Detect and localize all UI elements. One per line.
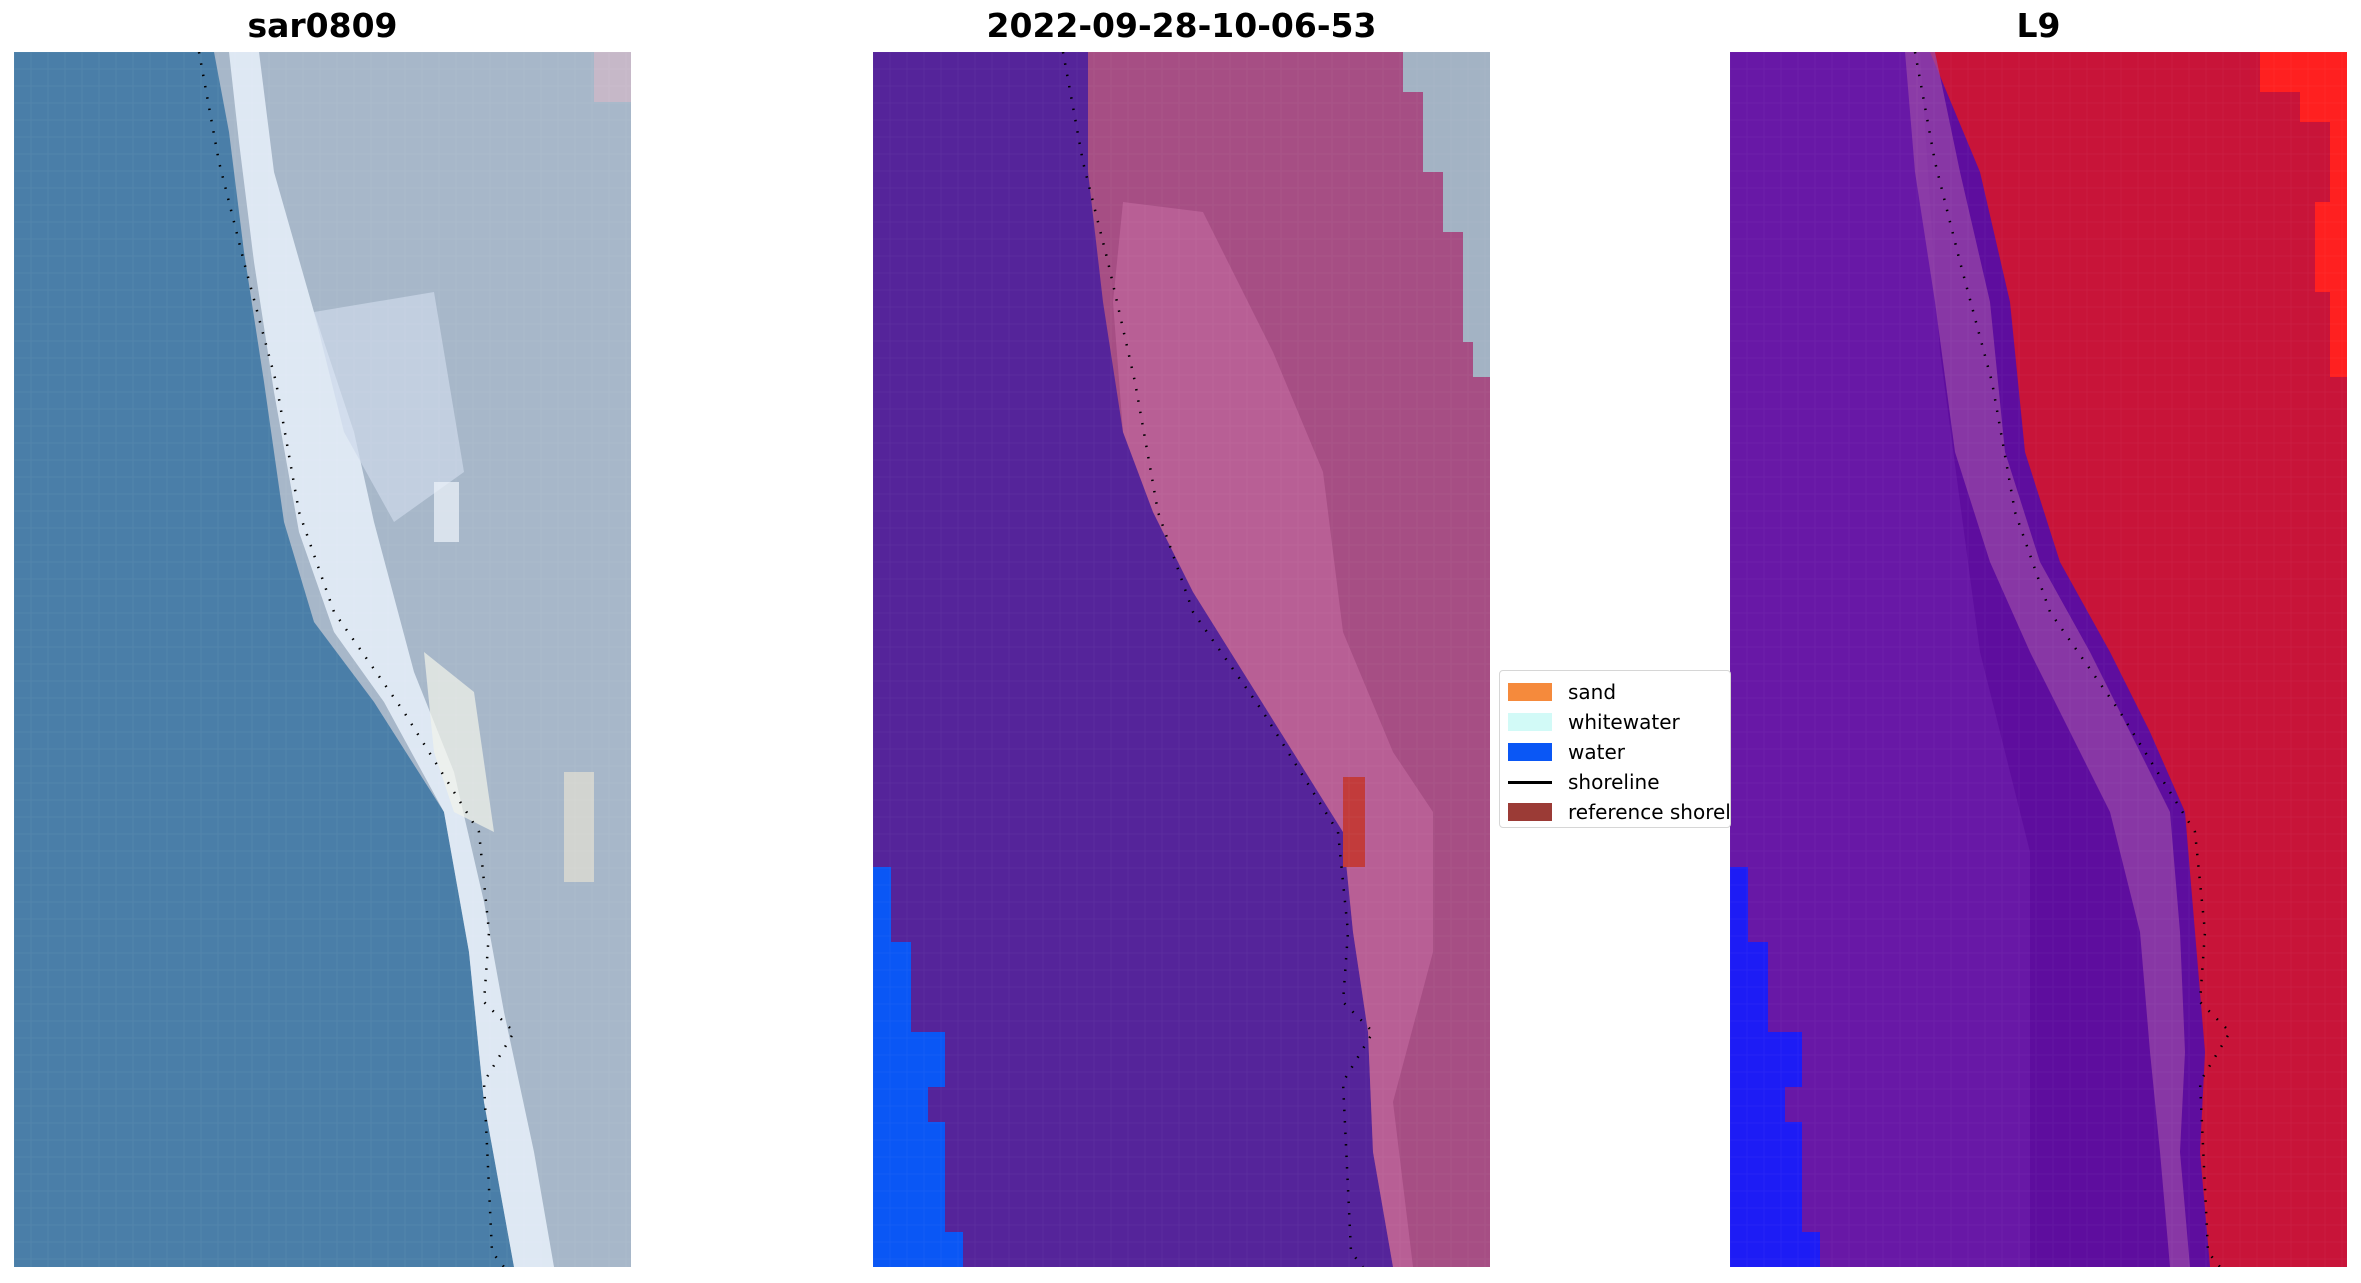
index-image <box>1730 52 2347 1267</box>
whitewater-swatch <box>1508 713 1552 731</box>
legend-label: water <box>1568 740 1625 764</box>
rgb-image <box>14 52 631 1267</box>
index-image-panel <box>1730 52 2347 1267</box>
legend-label: whitewater <box>1568 710 1680 734</box>
legend-item-reference-shoreline: reference shoreline <box>1500 797 1730 827</box>
panel-title-2: 2022-09-28-10-06-53 <box>986 6 1377 45</box>
panel-title-3: L9 <box>2016 6 2061 45</box>
rgb-image-panel <box>14 52 631 1267</box>
legend-item-whitewater: whitewater <box>1500 707 1730 737</box>
sand-swatch <box>1508 683 1552 701</box>
panel-title-1: sar0809 <box>247 6 398 45</box>
reference-shoreline-swatch <box>1508 803 1552 821</box>
legend: sand whitewater water shoreline referenc… <box>1499 670 1731 828</box>
legend-label: sand <box>1568 680 1617 704</box>
legend-item-sand: sand <box>1500 677 1730 707</box>
legend-label: shoreline <box>1568 770 1660 794</box>
classified-image-panel <box>873 52 1490 1267</box>
shoreline-line-swatch <box>1508 780 1552 784</box>
legend-item-shoreline: shoreline <box>1500 767 1730 797</box>
legend-label: reference shoreline <box>1568 800 1731 824</box>
classified-image <box>873 52 1490 1267</box>
water-swatch <box>1508 743 1552 761</box>
legend-item-water: water <box>1500 737 1730 767</box>
